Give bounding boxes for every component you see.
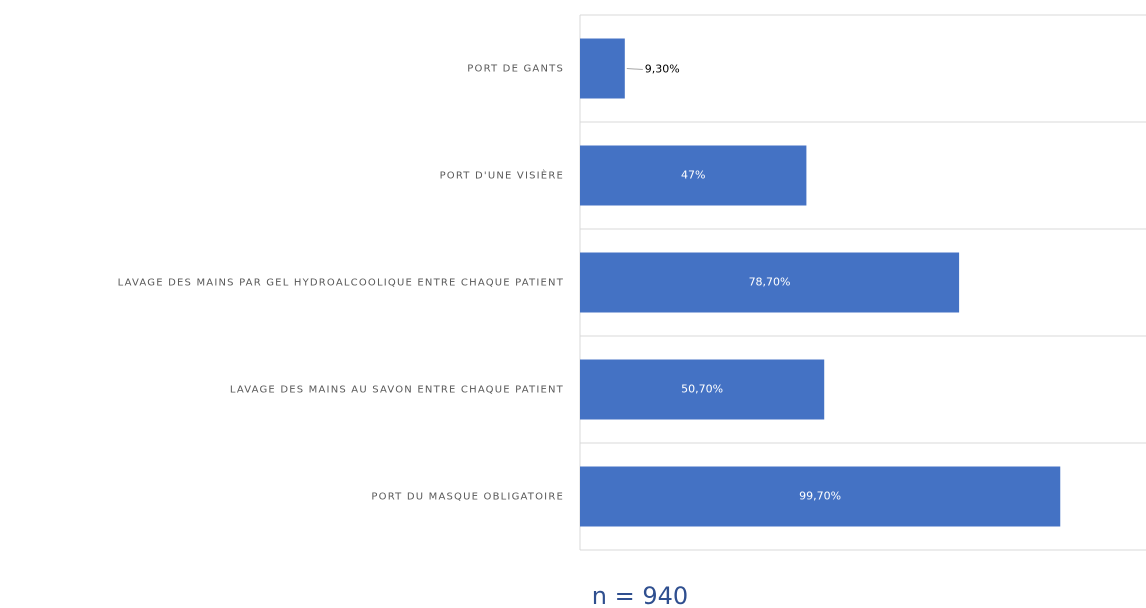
- data-label: 50,70%: [681, 383, 723, 396]
- category-label: PORT D'UNE VISIÈRE: [440, 169, 564, 182]
- bar: [580, 252, 960, 313]
- leader-line: [626, 68, 643, 70]
- data-label: 99,70%: [799, 490, 841, 503]
- data-label: 9,30%: [645, 63, 680, 76]
- bar: [580, 359, 825, 420]
- bar: [580, 38, 625, 99]
- bar: [580, 145, 807, 206]
- bar: [580, 466, 1061, 527]
- category-label: PORT DE GANTS: [467, 64, 564, 75]
- data-label: 78,70%: [749, 276, 791, 289]
- annotation: n = 940: [592, 582, 688, 608]
- category-label: LAVAGE DES MAINS AU SAVON ENTRE CHAQUE P…: [230, 385, 564, 396]
- category-label: LAVAGE DES MAINS PAR GEL HYDROALCOOLIQUE…: [118, 278, 564, 289]
- data-label: 47%: [681, 169, 705, 182]
- category-label: PORT DU MASQUE OBLIGATOIRE: [371, 492, 564, 503]
